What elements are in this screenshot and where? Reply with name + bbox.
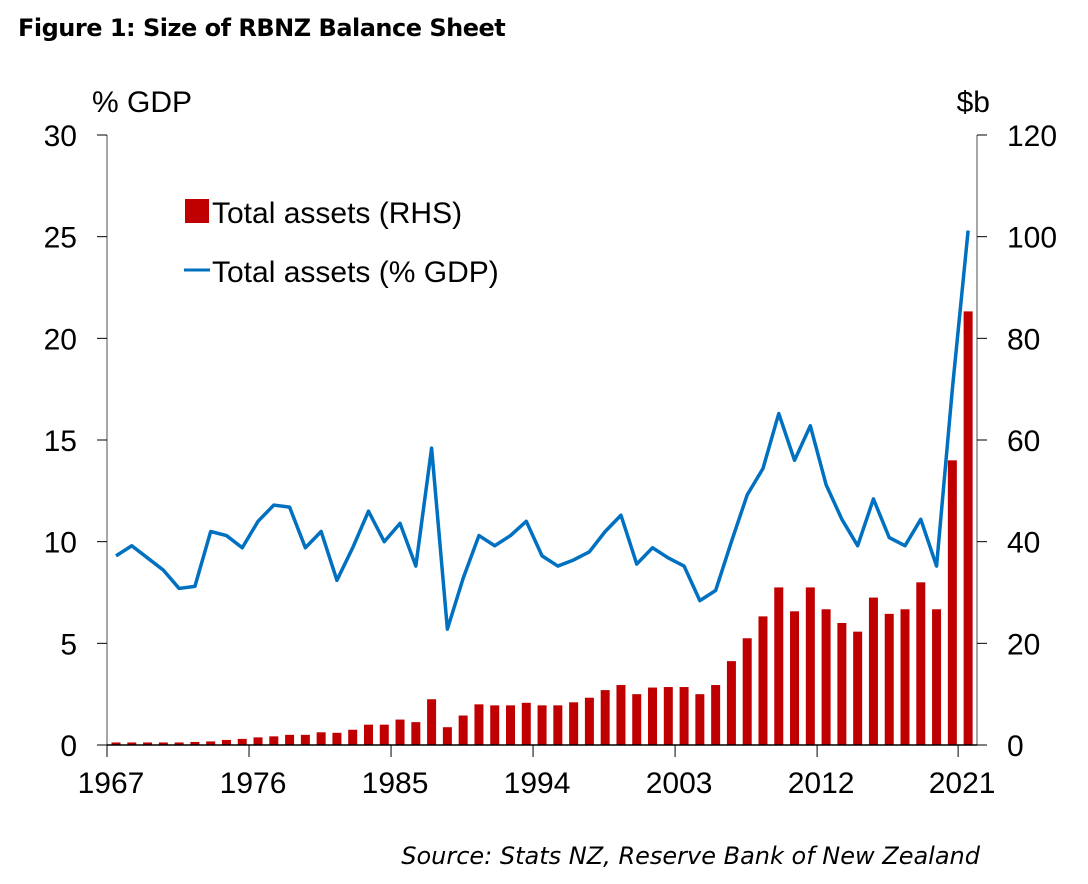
bar-2021 — [963, 311, 973, 745]
bar-1970 — [158, 742, 168, 745]
y-left-tick-label: 10 — [44, 527, 77, 560]
bar-2019 — [932, 609, 942, 745]
bar-1993 — [521, 702, 531, 745]
bar-1982 — [348, 729, 358, 745]
bar-1984 — [379, 724, 389, 745]
bar-2011 — [805, 587, 815, 745]
bar-2000 — [632, 694, 642, 745]
x-tick-label: 1985 — [362, 767, 429, 800]
bar-1986 — [411, 722, 421, 745]
y-right-tick-label: 60 — [1007, 425, 1040, 458]
bar-1967 — [111, 742, 121, 745]
bar-1971 — [174, 742, 184, 745]
bar-2015 — [868, 597, 878, 745]
source-note: Source: Stats NZ, Reserve Bank of New Ze… — [401, 842, 980, 870]
bar-1977 — [269, 736, 279, 745]
bar-2016 — [884, 613, 894, 745]
y-right-tick-label: 40 — [1007, 527, 1040, 560]
bar-2005 — [711, 685, 721, 745]
bar-1980 — [316, 732, 326, 745]
bar-1985 — [395, 719, 405, 745]
bar-1994 — [537, 705, 547, 745]
bar-2006 — [726, 661, 736, 745]
bar-1974 — [221, 739, 231, 745]
bar-1975 — [237, 738, 247, 745]
bar-1983 — [363, 724, 373, 745]
bar-2018 — [916, 582, 926, 745]
x-tick-label: 2012 — [788, 767, 855, 800]
bar-2020 — [947, 460, 957, 745]
y-right-tick-label: 80 — [1007, 323, 1040, 356]
bar-1990 — [474, 704, 484, 745]
y-left-tick-label: 25 — [44, 222, 77, 255]
bar-2013 — [837, 623, 847, 745]
chart-title: Figure 1: Size of RBNZ Balance Sheet — [18, 14, 506, 42]
x-tick-label: 2021 — [929, 767, 996, 800]
bar-1976 — [253, 737, 263, 745]
bar-1987 — [427, 699, 437, 745]
y-axis-left-label: % GDP — [92, 86, 192, 119]
bar-2017 — [900, 609, 910, 745]
legend-label-bar: Total assets (RHS) — [212, 197, 462, 230]
y-left-tick-label: 30 — [44, 120, 77, 153]
y-right-tick-label: 120 — [1007, 120, 1057, 153]
y-right-tick-label: 100 — [1007, 222, 1057, 255]
bar-1988 — [442, 727, 452, 745]
x-tick-label: 2003 — [646, 767, 713, 800]
bar-1992 — [506, 705, 515, 745]
bar-1979 — [300, 734, 310, 745]
bar-2002 — [663, 687, 673, 745]
y-left-tick-label: 20 — [44, 323, 77, 356]
bar-2003 — [679, 687, 689, 745]
legend-label-line: Total assets (% GDP) — [212, 256, 499, 289]
y-left-tick-label: 5 — [60, 628, 77, 661]
bar-1969 — [143, 742, 153, 745]
legend: Total assets (RHS) Total assets (% GDP) — [184, 197, 499, 289]
legend-swatch-bar — [185, 199, 209, 223]
y-right-tick-label: 20 — [1007, 628, 1040, 661]
y-axis-right-label: $b — [957, 86, 990, 119]
bar-1989 — [458, 715, 468, 745]
bar-1968 — [127, 742, 137, 745]
y-left-tick-label: 0 — [60, 730, 77, 763]
bar-1997 — [584, 697, 594, 745]
bar-2012 — [821, 609, 831, 745]
bar-2004 — [695, 694, 705, 745]
bar-2014 — [853, 631, 863, 745]
x-tick-label: 1994 — [504, 767, 571, 800]
bar-2007 — [742, 638, 752, 745]
y-left-tick-label: 15 — [44, 425, 77, 458]
x-tick-label: 1967 — [78, 767, 145, 800]
bar-1973 — [206, 741, 216, 745]
bar-1972 — [190, 741, 200, 745]
bar-2001 — [648, 687, 658, 745]
bar-2008 — [758, 616, 768, 745]
x-tick-label: 1976 — [220, 767, 287, 800]
bar-2009 — [774, 587, 784, 745]
line-series-pct-gdp — [115, 230, 970, 631]
bar-2010 — [790, 611, 800, 745]
bar-1996 — [569, 702, 579, 745]
bar-1991 — [490, 705, 500, 745]
bar-1998 — [600, 690, 610, 745]
bar-1999 — [616, 685, 626, 745]
bar-1981 — [332, 732, 342, 745]
y-right-tick-label: 0 — [1007, 730, 1024, 763]
bar-1995 — [553, 705, 563, 745]
bar-1978 — [285, 734, 295, 745]
